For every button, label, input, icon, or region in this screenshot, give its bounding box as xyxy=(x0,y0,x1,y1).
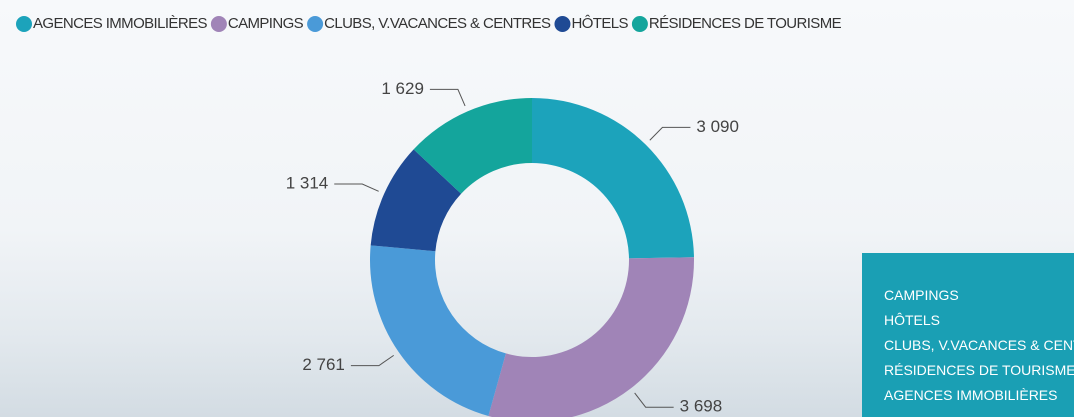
page: AGENCES IMMOBILIÈRES CAMPINGS CLUBS, V.VAC… xyxy=(0,0,1074,417)
donut-slice xyxy=(370,245,506,416)
side-panel: CAMPINGS HÔTELS CLUBS, V.VACANCES & CENTRE… xyxy=(862,253,1074,417)
legend-marker xyxy=(211,16,227,32)
panel-item: CLUBS, V.VACANCES & CENTRES xyxy=(884,337,1074,353)
legend-label: AGENCES IMMOBILIÈRES xyxy=(33,15,207,32)
legend-marker xyxy=(632,16,648,32)
leader-line xyxy=(430,89,465,106)
data-label: 2 761 xyxy=(302,355,345,374)
panel-item: AGENCES IMMOBILIÈRES xyxy=(884,387,1057,403)
leader-line xyxy=(650,127,691,140)
data-label: 3 698 xyxy=(680,397,723,416)
legend-marker xyxy=(16,16,32,32)
leader-line xyxy=(334,184,378,191)
donut-slice xyxy=(532,98,694,258)
donut-slice xyxy=(488,257,694,417)
legend-marker xyxy=(307,16,323,32)
legend-label: CAMPINGS xyxy=(228,15,304,32)
leader-line xyxy=(351,355,394,365)
data-label: 1 629 xyxy=(381,79,424,98)
panel-item: HÔTELS xyxy=(884,312,940,328)
data-label: 1 314 xyxy=(286,173,329,192)
legend-label: RÉSIDENCES DE TOURISME xyxy=(649,15,842,32)
legend-marker xyxy=(554,16,570,32)
panel-item: RÉSIDENCES DE TOURISME xyxy=(884,362,1074,378)
panel-item: CAMPINGS xyxy=(884,287,959,303)
legend-label: CLUBS, V.VACANCES & CENTRES xyxy=(324,15,551,32)
legend-label: HÔTELS xyxy=(571,15,628,32)
leader-line xyxy=(635,393,674,407)
data-label: 3 090 xyxy=(696,117,739,136)
